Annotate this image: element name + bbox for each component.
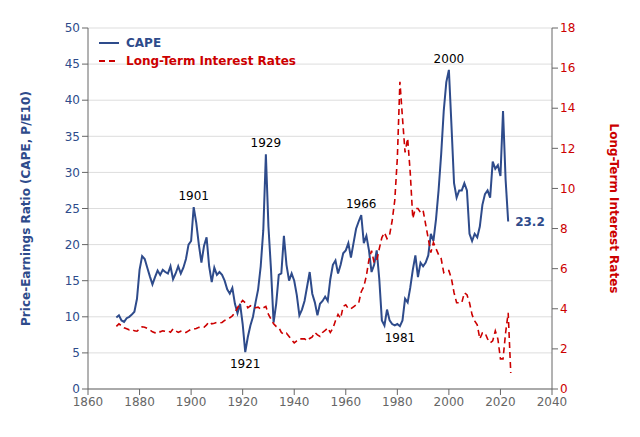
svg-text:25: 25 bbox=[65, 202, 80, 216]
svg-text:20: 20 bbox=[65, 238, 80, 252]
svg-text:2000: 2000 bbox=[434, 395, 465, 409]
svg-text:1900: 1900 bbox=[176, 395, 207, 409]
svg-text:1860: 1860 bbox=[73, 395, 104, 409]
svg-text:50: 50 bbox=[65, 21, 80, 35]
svg-text:1960: 1960 bbox=[331, 395, 362, 409]
svg-text:1920: 1920 bbox=[227, 395, 258, 409]
svg-text:4: 4 bbox=[560, 302, 568, 316]
svg-text:5: 5 bbox=[72, 346, 80, 360]
svg-text:1966: 1966 bbox=[346, 197, 377, 211]
svg-text:35: 35 bbox=[65, 130, 80, 144]
svg-text:8: 8 bbox=[560, 222, 568, 236]
svg-text:Price-Earnings Ratio (CAPE, P/: Price-Earnings Ratio (CAPE, P/E10) bbox=[19, 91, 33, 326]
svg-text:1901: 1901 bbox=[178, 189, 209, 203]
svg-text:10: 10 bbox=[65, 310, 80, 324]
svg-text:6: 6 bbox=[560, 262, 568, 276]
svg-text:10: 10 bbox=[560, 182, 575, 196]
svg-text:1880: 1880 bbox=[124, 395, 155, 409]
svg-text:2040: 2040 bbox=[537, 395, 568, 409]
svg-text:0: 0 bbox=[560, 382, 568, 396]
svg-text:14: 14 bbox=[560, 101, 575, 115]
svg-text:Long-Term Interest Rates: Long-Term Interest Rates bbox=[607, 124, 621, 294]
svg-text:23.2: 23.2 bbox=[515, 215, 545, 229]
svg-text:1981: 1981 bbox=[385, 331, 416, 345]
svg-text:12: 12 bbox=[560, 142, 575, 156]
html-text:Long-Term Interest Rates: Long-Term Interest Rates bbox=[126, 54, 296, 68]
svg-text:1980: 1980 bbox=[382, 395, 413, 409]
svg-text:2020: 2020 bbox=[485, 395, 516, 409]
svg-text:2000: 2000 bbox=[434, 52, 465, 66]
svg-text:30: 30 bbox=[65, 166, 80, 180]
svg-text:16: 16 bbox=[560, 61, 575, 75]
svg-text:15: 15 bbox=[65, 274, 80, 288]
svg-text:18: 18 bbox=[560, 21, 575, 35]
svg-text:1940: 1940 bbox=[279, 395, 310, 409]
svg-text:2: 2 bbox=[560, 342, 568, 356]
svg-text:45: 45 bbox=[65, 57, 80, 71]
html-text:CAPE: CAPE bbox=[126, 36, 162, 50]
svg-text:1929: 1929 bbox=[251, 136, 282, 150]
svg-text:40: 40 bbox=[65, 93, 80, 107]
svg-text:0: 0 bbox=[72, 382, 80, 396]
svg-text:1921: 1921 bbox=[230, 357, 261, 371]
